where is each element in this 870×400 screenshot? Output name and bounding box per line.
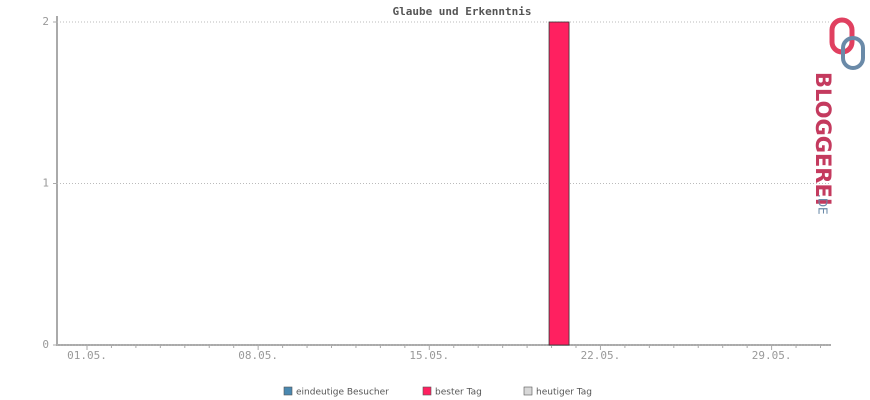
x-tick-label: 01.05. xyxy=(67,349,107,362)
logo-text: BLOGGEREI xyxy=(811,72,835,206)
y-tick-label: 0 xyxy=(42,338,49,351)
legend-swatch xyxy=(422,386,432,396)
legend-label: eindeutige Besucher xyxy=(296,388,389,398)
x-tick-label: 29.05. xyxy=(752,349,792,362)
x-tick-label: 22.05. xyxy=(581,349,621,362)
x-tick-label: 08.05. xyxy=(238,349,278,362)
legend-label: bester Tag xyxy=(435,388,482,398)
logo-icon xyxy=(841,36,865,70)
bar xyxy=(548,21,570,346)
x-tick-label: 15.05. xyxy=(409,349,449,362)
legend-label: heutiger Tag xyxy=(536,388,592,398)
logo-icon xyxy=(829,17,855,55)
logo-suffix: .DE xyxy=(816,194,830,215)
y-tick-label: 2 xyxy=(42,15,49,28)
legend-swatch xyxy=(523,386,533,396)
chart-title: Glaube und Erkenntnis xyxy=(392,5,531,18)
legend-swatch xyxy=(283,386,293,396)
logo: BLOGGEREI .DE xyxy=(811,17,865,215)
y-tick-label: 1 xyxy=(42,177,49,190)
